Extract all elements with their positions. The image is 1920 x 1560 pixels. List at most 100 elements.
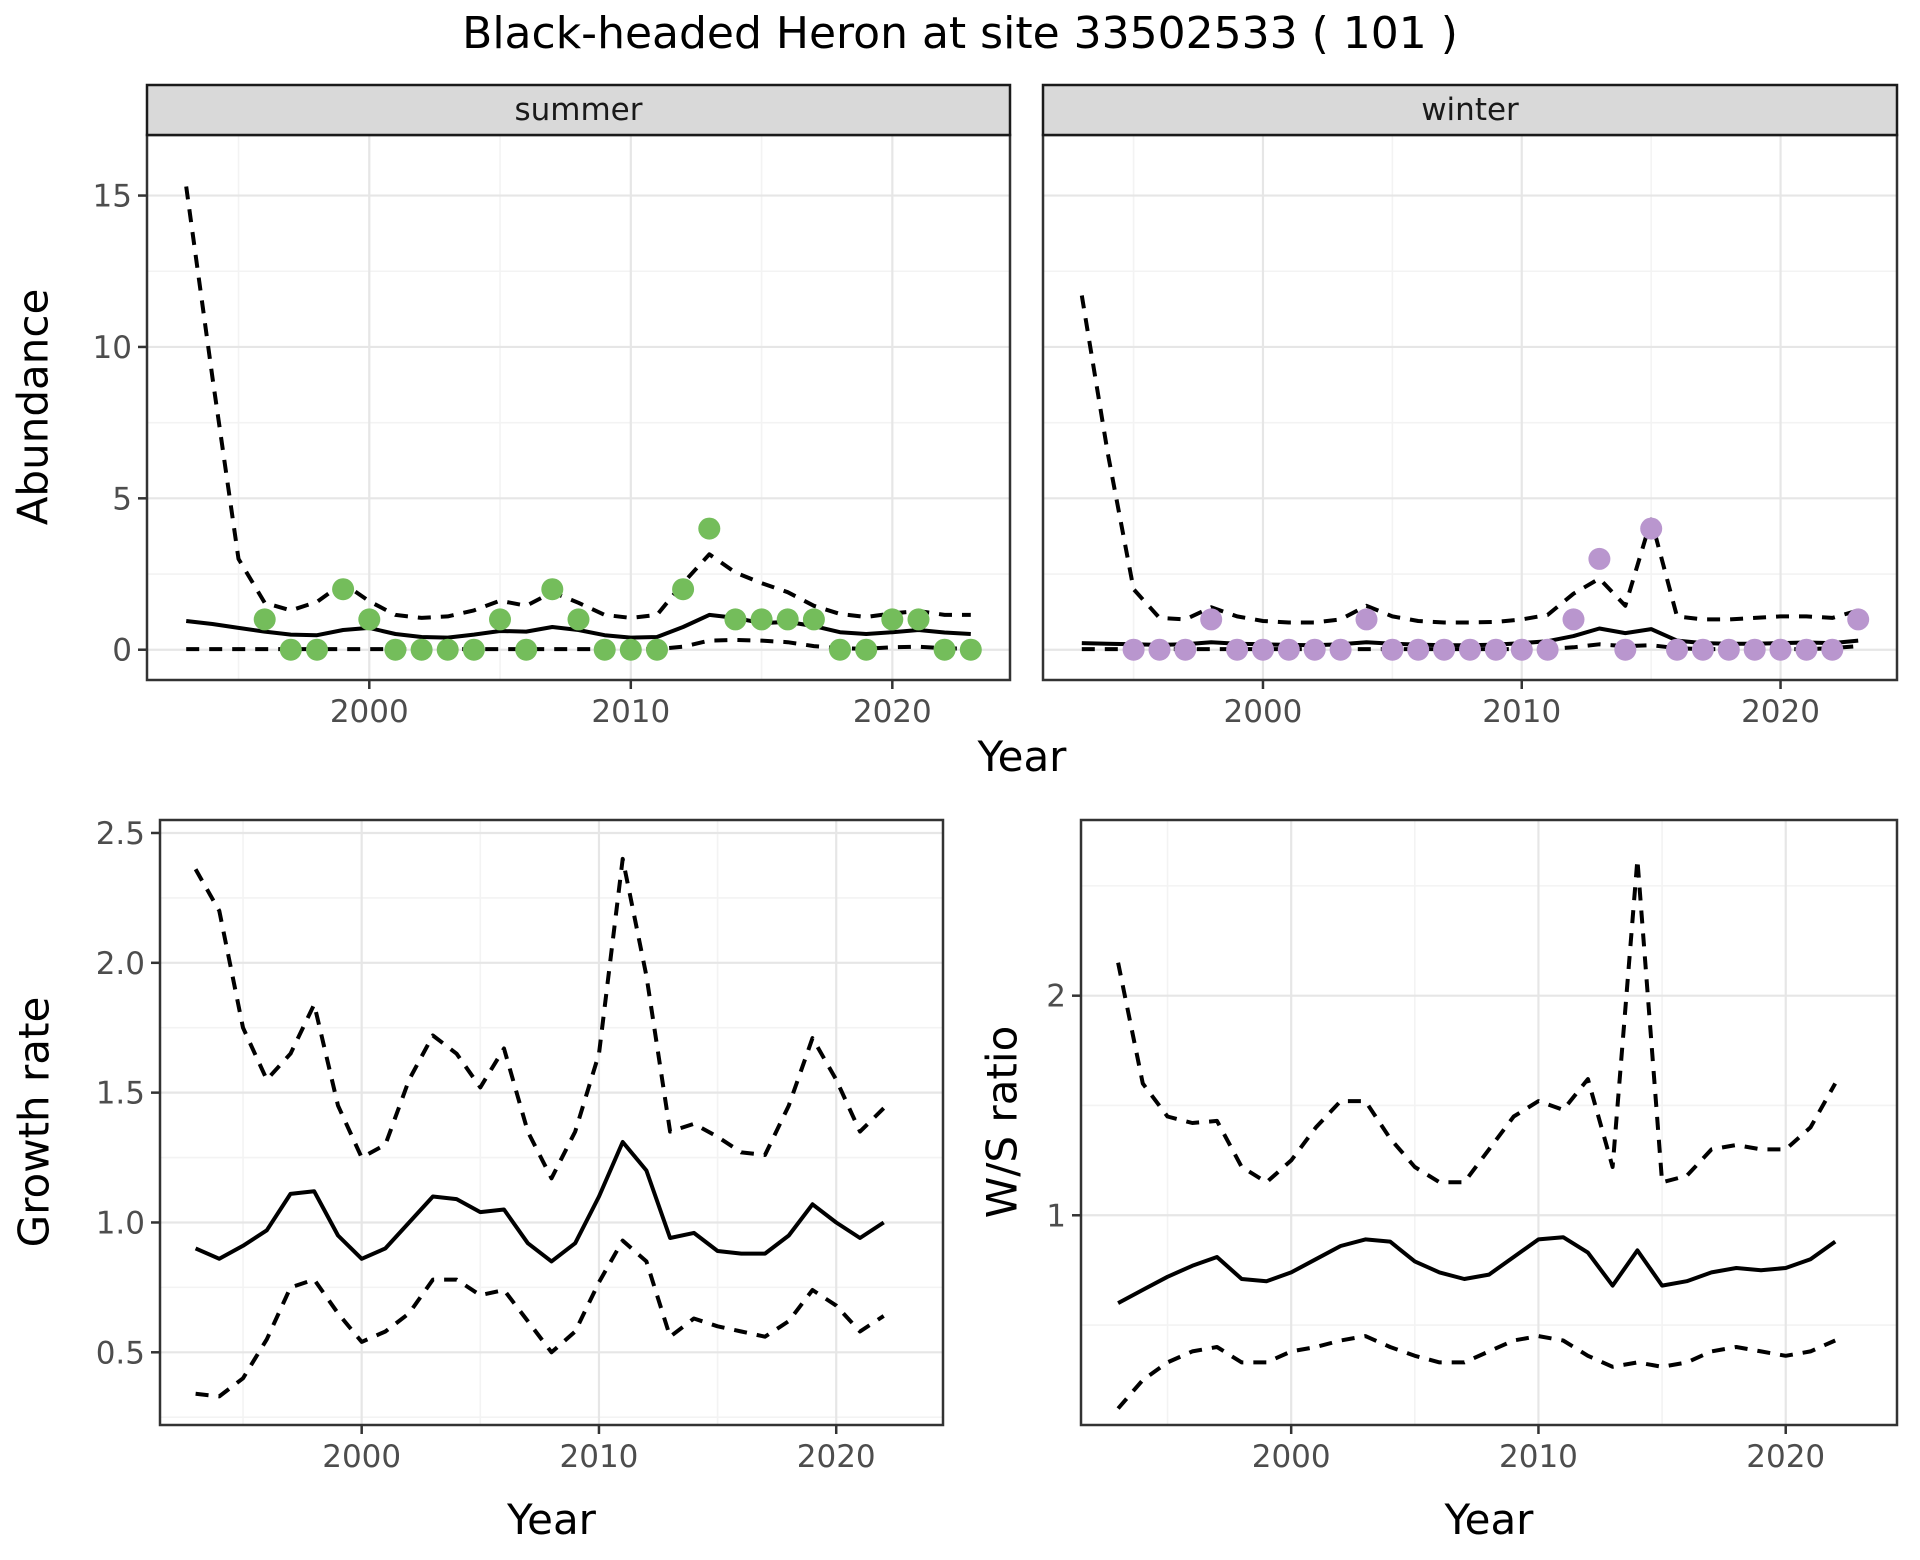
growth-rate-grid-major xyxy=(160,820,943,1425)
ws-ratio-fit-line xyxy=(1117,1235,1837,1305)
abundance-winter-panel: 2000 2010 2020 xyxy=(1041,83,1899,730)
observed-counts-summer-point xyxy=(802,608,825,631)
observed-counts-summer-point xyxy=(306,638,328,661)
page-title: Black-headed Heron at site 33502533 ( 10… xyxy=(462,8,1458,59)
ws-ratio-y-tick-label: 2 xyxy=(1046,979,1066,1015)
observed-counts-summer-point xyxy=(776,608,799,631)
observed-counts-winter-point xyxy=(1226,638,1249,661)
observed-counts-summer-point xyxy=(619,638,642,661)
growth-rate-panel-bg xyxy=(160,820,943,1425)
abundance-winter-grid-minor xyxy=(1043,135,1897,680)
observed-counts-winter-point xyxy=(1174,638,1197,661)
ws-ratio-panel-border xyxy=(1079,818,1899,1427)
observed-counts-winter-point xyxy=(1717,638,1740,661)
observed-counts-summer-point xyxy=(279,638,302,661)
abundance-summer-x-axis: 2000 2010 2020 xyxy=(330,680,932,730)
observed-counts-winter-point xyxy=(1588,547,1611,570)
observed-counts-winter-point xyxy=(1459,638,1481,661)
abundance-summer-y-tick-label: 0 xyxy=(112,633,132,669)
ws-ratio-upper_ci-line xyxy=(1116,857,1837,1185)
ws-ratio-lower_ci-line xyxy=(1116,1334,1837,1410)
observed-counts-winter-point xyxy=(1821,638,1844,661)
observed-counts-summer-point xyxy=(593,638,616,661)
abundance-winter-x-tick-label: 2010 xyxy=(1482,694,1561,730)
ws-ratio-x-tick-label: 2020 xyxy=(1746,1439,1825,1475)
observed-counts-summer-point xyxy=(462,638,485,661)
observed-counts-winter-point xyxy=(1510,638,1533,661)
growth-rate-y-axis: 0.5 1.0 1.5 2.0 2.5 xyxy=(96,816,160,1371)
observed-counts-summer-point xyxy=(907,608,930,631)
growth-rate-fit-line xyxy=(194,1140,885,1264)
observed-counts-summer-point xyxy=(959,638,982,661)
growth-rate-x-axis: 2000 2010 2020 xyxy=(322,1425,876,1475)
observed-counts-summer-point xyxy=(358,608,381,631)
ws-ratio-grid-major xyxy=(1081,820,1897,1425)
abundance-summer-x-tick-label: 2020 xyxy=(853,694,932,730)
x-axis-title-year-ws: Year xyxy=(1444,1495,1534,1544)
observed-counts-winter-point xyxy=(1122,638,1145,661)
observed-counts-winter-point xyxy=(1614,638,1637,661)
observed-counts-winter-point xyxy=(1769,638,1792,661)
growth-rate-y-tick-label: 0.5 xyxy=(96,1335,145,1371)
observed-counts-summer-point xyxy=(410,638,433,661)
x-axis-title-year-top: Year xyxy=(977,732,1067,781)
ws-ratio-grid-minor xyxy=(1081,820,1897,1425)
observed-counts-winter-point xyxy=(1847,608,1870,631)
observed-counts-winter-point xyxy=(1562,608,1585,631)
observed-counts-summer-point xyxy=(489,608,511,631)
observed-counts-summer-point xyxy=(567,608,590,631)
observed-counts-summer-point xyxy=(384,638,407,661)
y-axis-title-abundance: Abundance xyxy=(8,288,58,526)
observed-counts-winter-point xyxy=(1666,638,1688,661)
growth-rate-y-tick-label: 2.0 xyxy=(96,946,145,982)
observed-counts-summer-point xyxy=(672,578,695,601)
observed-counts-summer-point xyxy=(698,517,721,540)
abundance-summer-panel: 2000 2010 2020 0 5 10 15 xyxy=(93,83,1012,730)
ws-ratio-panel-bg xyxy=(1081,820,1897,1425)
observed-counts-summer-point xyxy=(332,578,355,601)
abundance-summer-y-tick-label: 5 xyxy=(112,481,132,517)
abundance-summer-panel-bg xyxy=(147,135,1010,680)
abundance-winter-x-tick-label: 2000 xyxy=(1224,694,1303,730)
growth-rate-x-tick-label: 2000 xyxy=(322,1439,401,1475)
growth-rate-x-tick-label: 2010 xyxy=(560,1439,639,1475)
growth-rate-y-tick-label: 1.5 xyxy=(96,1076,145,1112)
observed-counts-summer-point xyxy=(436,638,459,661)
y-axis-title-growth-rate: Growth rate xyxy=(9,996,59,1248)
ws-ratio-x-axis: 2000 2010 2020 xyxy=(1252,1425,1825,1475)
observed-counts-winter-point xyxy=(1381,638,1404,661)
abundance-summer-y-tick-label: 15 xyxy=(93,179,132,215)
abundance-winter-upper_ci-line xyxy=(1079,295,1859,625)
facet-strip-label-winter: winter xyxy=(1421,92,1519,128)
ws-ratio-x-tick-label: 2010 xyxy=(1499,1439,1578,1475)
observed-counts-winter-point xyxy=(1691,638,1714,661)
growth-rate-grid-minor xyxy=(160,820,943,1425)
observed-counts-winter-point xyxy=(1640,517,1663,540)
abundance-summer-y-axis: 0 5 10 15 xyxy=(93,179,147,669)
observed-counts-winter-point xyxy=(1536,638,1559,661)
observed-counts-winter-point xyxy=(1407,638,1430,661)
abundance-summer-y-tick-label: 10 xyxy=(93,330,132,366)
observed-counts-winter-point xyxy=(1433,638,1456,661)
ws-ratio-y-tick-label: 1 xyxy=(1046,1198,1066,1234)
observed-counts-summer-point xyxy=(646,638,668,661)
abundance-winter-panel-bg xyxy=(1043,135,1897,680)
observed-counts-winter-point xyxy=(1743,638,1766,661)
observed-counts-summer-point xyxy=(881,608,904,631)
abundance-winter-x-axis: 2000 2010 2020 xyxy=(1224,680,1820,730)
growth-rate-upper_ci-line xyxy=(193,856,886,1181)
abundance-summer-grid-minor xyxy=(147,135,1010,680)
observed-counts-winter-point xyxy=(1277,638,1300,661)
abundance-winter-facet-strip xyxy=(1041,83,1899,137)
observed-counts-summer-point xyxy=(750,608,773,631)
x-axis-title-year-growth: Year xyxy=(507,1495,596,1544)
observed-counts-winter-point xyxy=(1252,638,1274,661)
observed-counts-summer-point xyxy=(829,638,851,661)
abundance-summer-points xyxy=(253,517,982,661)
growth-rate-y-tick-label: 1.0 xyxy=(96,1205,145,1241)
y-axis-title-ws-ratio: W/S ratio xyxy=(977,1025,1027,1219)
observed-counts-winter-point xyxy=(1355,608,1378,631)
